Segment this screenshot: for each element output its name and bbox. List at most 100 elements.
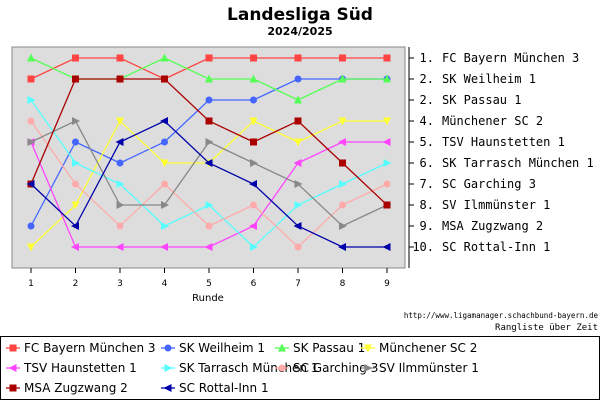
legend-marker bbox=[8, 364, 17, 372]
data-point bbox=[72, 75, 79, 83]
data-point bbox=[71, 243, 79, 251]
data-point bbox=[249, 117, 258, 126]
data-point bbox=[72, 138, 79, 146]
legend-label: SC Rottal-Inn 1 bbox=[179, 381, 269, 395]
rank-label: 6. SK Tarrasch München 1 bbox=[420, 156, 594, 170]
data-point bbox=[27, 138, 36, 146]
data-point bbox=[116, 117, 124, 126]
data-point bbox=[71, 222, 79, 230]
legend-item: SC Garching 3 bbox=[275, 361, 378, 375]
data-point bbox=[27, 53, 35, 62]
data-point bbox=[205, 117, 213, 125]
data-point bbox=[71, 201, 80, 210]
data-point bbox=[115, 138, 124, 146]
data-point bbox=[294, 201, 303, 209]
legend-label: SK Weilheim 1 bbox=[179, 341, 265, 355]
data-point bbox=[383, 201, 391, 209]
data-point bbox=[205, 96, 213, 104]
x-tick-label: 4 bbox=[162, 279, 168, 289]
data-point bbox=[339, 201, 346, 209]
chart-subtitle: 2024/2025 bbox=[267, 25, 332, 38]
data-point bbox=[338, 74, 347, 83]
x-tick-label: 9 bbox=[384, 279, 390, 289]
legend-label: SC Garching 3 bbox=[293, 361, 378, 375]
x-axis-ticks: 1 2 3 4 5 6 7 8 9 bbox=[28, 268, 390, 289]
data-point bbox=[72, 159, 80, 167]
data-point bbox=[338, 243, 346, 251]
data-point bbox=[161, 138, 168, 146]
x-axis-label: Runde bbox=[192, 293, 224, 304]
data-point bbox=[293, 159, 302, 167]
x-tick-label: 7 bbox=[295, 279, 301, 289]
legend-marker bbox=[9, 384, 17, 392]
data-point bbox=[250, 138, 257, 146]
rank-label: 2. SK Passau 1 bbox=[420, 93, 522, 107]
data-point bbox=[205, 74, 213, 83]
rank-label: 10. SC Rottal-Inn 1 bbox=[412, 240, 550, 254]
legend-marker bbox=[163, 384, 172, 392]
rank-label: 1. FC Bayern München 3 bbox=[420, 51, 580, 65]
rank-labels: 1. FC Bayern München 3 2. SK Weilheim 1 2. SK… bbox=[412, 51, 593, 254]
data-point bbox=[294, 138, 302, 147]
data-point bbox=[293, 222, 302, 230]
data-point bbox=[116, 54, 124, 62]
data-point bbox=[294, 117, 302, 125]
legend-marker bbox=[9, 344, 17, 352]
data-point bbox=[27, 243, 35, 252]
legend-item: SK Weilheim 1 bbox=[161, 341, 265, 355]
data-point bbox=[250, 201, 257, 209]
data-point bbox=[161, 180, 168, 188]
x-tick-label: 1 bbox=[28, 279, 34, 289]
data-point bbox=[383, 74, 391, 83]
data-point bbox=[72, 54, 79, 62]
data-point bbox=[339, 222, 347, 230]
x-tick-label: 5 bbox=[206, 279, 212, 289]
data-point bbox=[204, 243, 213, 251]
data-point bbox=[116, 222, 124, 230]
data-point bbox=[205, 222, 213, 230]
data-point bbox=[383, 117, 391, 126]
data-point bbox=[160, 117, 168, 125]
data-point bbox=[160, 243, 168, 251]
data-point bbox=[160, 53, 169, 62]
legend-item: SK Passau 1 bbox=[275, 341, 365, 355]
legend-label: FC Bayern München 3 bbox=[24, 341, 156, 355]
legend-item: SV Ilmmünster 1 bbox=[361, 361, 479, 375]
data-point bbox=[250, 96, 257, 104]
legend-item: TSV Haunstetten 1 bbox=[6, 361, 137, 375]
legend-marker bbox=[278, 364, 286, 372]
data-point bbox=[205, 138, 214, 146]
data-point bbox=[116, 159, 124, 167]
legend-item: FC Bayern München 3 bbox=[6, 341, 156, 355]
data-point bbox=[27, 96, 36, 104]
data-point bbox=[249, 180, 257, 188]
legend-label: TSV Haunstetten 1 bbox=[23, 361, 137, 375]
data-point bbox=[382, 243, 391, 251]
data-point bbox=[383, 159, 392, 167]
data-point bbox=[72, 117, 80, 125]
data-point bbox=[383, 180, 391, 188]
data-point bbox=[249, 74, 258, 83]
legend-label: SK Tarrasch München 1 bbox=[179, 361, 318, 375]
legend-label: SV Ilmmünster 1 bbox=[379, 361, 479, 375]
y-axis-ticks bbox=[409, 57, 414, 248]
rank-label: 7. SC Garching 3 bbox=[420, 177, 536, 191]
x-tick-label: 3 bbox=[117, 279, 123, 289]
rank-label: 9. MSA Zugzwang 2 bbox=[420, 219, 544, 233]
x-tick-label: 6 bbox=[251, 279, 257, 289]
data-point bbox=[338, 138, 346, 146]
data-point bbox=[382, 138, 391, 146]
legend-label: MSA Zugzwang 2 bbox=[24, 381, 128, 395]
data-point bbox=[294, 95, 302, 104]
data-point bbox=[27, 222, 35, 230]
data-point bbox=[161, 75, 168, 83]
legend: FC Bayern München 3 SK Weilheim 1 SK Passa… bbox=[6, 341, 479, 395]
data-point bbox=[294, 243, 302, 251]
data-point bbox=[294, 75, 302, 83]
source-url: http://www.ligamanager.schachbund-bayern… bbox=[404, 311, 599, 320]
data-point bbox=[339, 159, 346, 167]
data-point bbox=[116, 180, 125, 188]
legend-box bbox=[0, 336, 600, 400]
data-point bbox=[161, 201, 169, 209]
